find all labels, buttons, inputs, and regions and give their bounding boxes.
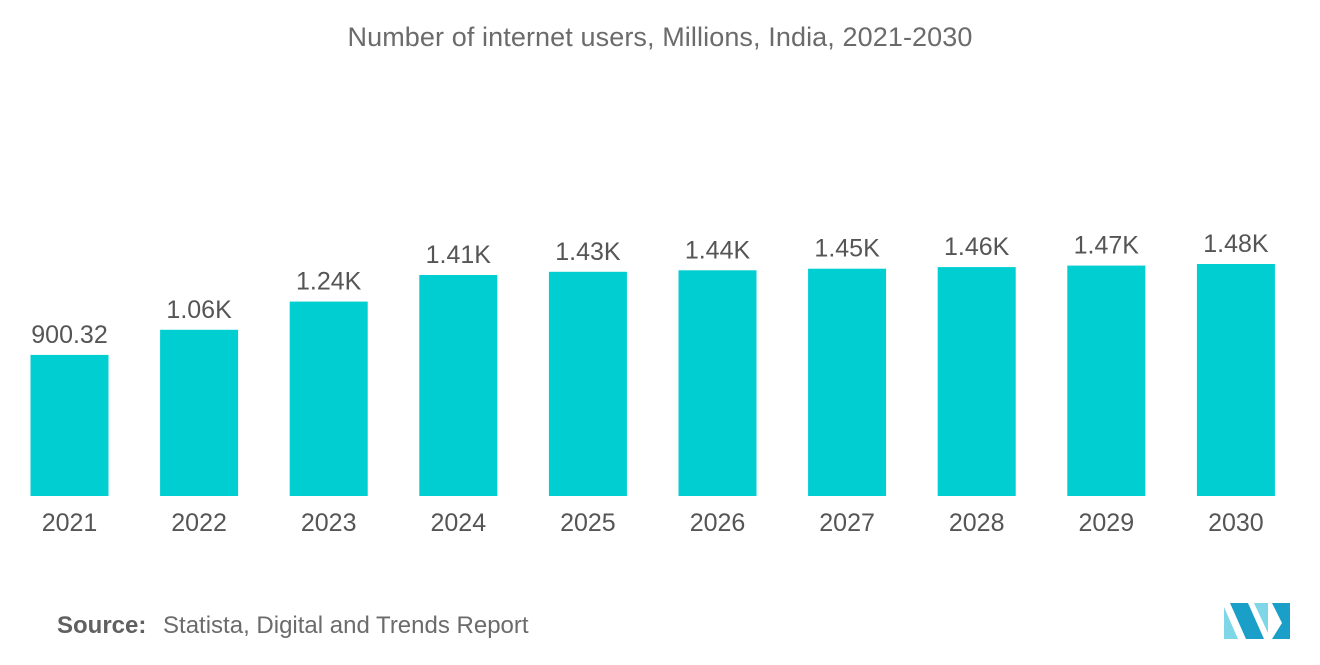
- x-tick-label-2028: 2028: [949, 509, 1005, 537]
- x-tick-label-2021: 2021: [42, 509, 98, 537]
- logo-shape-mid-left: [1230, 603, 1264, 639]
- bar-2030: [1196, 264, 1275, 496]
- x-tick-label-2027: 2027: [819, 509, 875, 537]
- mordor-intelligence-logo-icon: [1224, 603, 1290, 639]
- data-label-2028: 1.46K: [944, 233, 1010, 261]
- data-label-2030: 1.48K: [1203, 230, 1269, 258]
- bar-2022: [160, 329, 239, 496]
- source-label: Source:: [57, 612, 147, 639]
- data-label-2022: 1.06K: [166, 296, 232, 324]
- x-tick-label-2023: 2023: [301, 509, 357, 537]
- x-tick-label-2025: 2025: [560, 509, 616, 537]
- chart-title: Number of internet users, Millions, Indi…: [347, 22, 973, 52]
- bar-2029: [1067, 265, 1146, 496]
- data-label-2021: 900.32: [31, 321, 107, 349]
- bar-2023: [289, 301, 368, 496]
- data-label-2023: 1.24K: [296, 268, 362, 296]
- logo-shape-right: [1272, 603, 1290, 639]
- source-text: Statista, Digital and Trends Report: [163, 612, 529, 639]
- x-tick-label-2022: 2022: [171, 509, 227, 537]
- x-tick-label-2024: 2024: [430, 509, 486, 537]
- data-label-2026: 1.44K: [685, 236, 751, 264]
- bar-2025: [548, 271, 627, 496]
- data-label-2025: 1.43K: [555, 238, 621, 266]
- bar-2027: [808, 268, 887, 496]
- bar-2024: [419, 275, 498, 496]
- logo-shape-left: [1224, 607, 1238, 639]
- logo-shape-mid-right: [1254, 603, 1268, 633]
- data-label-2029: 1.47K: [1074, 232, 1140, 260]
- bar-2021: [30, 354, 109, 496]
- bar-2026: [678, 270, 757, 496]
- x-tick-label-2026: 2026: [690, 509, 746, 537]
- data-label-2027: 1.45K: [814, 235, 880, 263]
- data-label-2024: 1.41K: [426, 241, 492, 269]
- bar-2028: [937, 267, 1016, 496]
- source-footer: Source: Statista, Digital and Trends Rep…: [57, 612, 529, 640]
- x-tick-label-2029: 2029: [1078, 509, 1134, 537]
- x-tick-label-2030: 2030: [1208, 509, 1264, 537]
- bar-chart: 900.32 2021 1.06K 2022 1.24K 2023 1.41K 2024 1.4…: [30, 230, 1275, 537]
